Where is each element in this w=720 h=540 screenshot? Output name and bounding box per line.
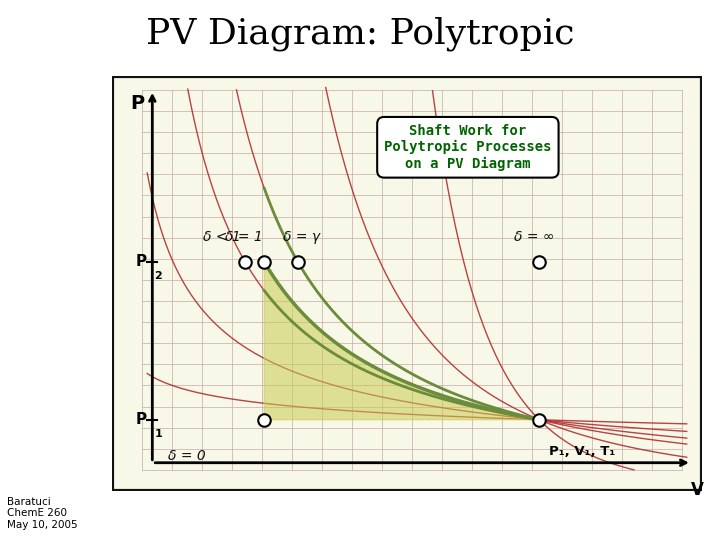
Text: P: P [136,412,147,427]
Text: P: P [136,254,147,269]
Text: δ = 0: δ = 0 [168,449,205,463]
Text: PV Diagram: Polytropic: PV Diagram: Polytropic [145,16,575,51]
Text: δ = γ: δ = γ [283,230,320,244]
Polygon shape [264,262,539,420]
Text: 2: 2 [154,271,162,281]
Text: δ < 1: δ < 1 [203,230,241,244]
Text: V: V [690,481,703,498]
Text: 1: 1 [154,429,162,439]
Text: δ = ∞: δ = ∞ [513,230,554,244]
Text: Baratuci
ChemE 260
May 10, 2005: Baratuci ChemE 260 May 10, 2005 [7,497,78,530]
Text: δ = 1: δ = 1 [225,230,263,244]
Text: Shaft Work for
Polytropic Processes
on a PV Diagram: Shaft Work for Polytropic Processes on a… [384,124,552,171]
Text: P₁, V₁, T₁: P₁, V₁, T₁ [549,446,616,458]
Text: P: P [130,93,144,112]
